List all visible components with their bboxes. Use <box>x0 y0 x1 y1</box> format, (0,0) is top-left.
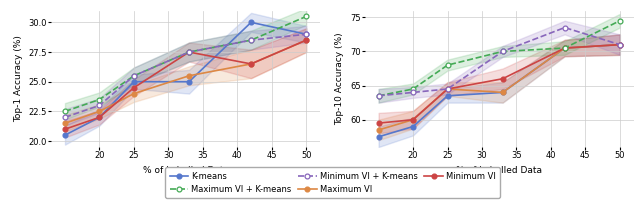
X-axis label: % of Labelled Data: % of Labelled Data <box>456 166 542 175</box>
Y-axis label: Top-1 Accuracy (%): Top-1 Accuracy (%) <box>14 35 23 122</box>
Y-axis label: Top-10 Accuracy (%): Top-10 Accuracy (%) <box>335 32 344 125</box>
Legend: K-means, Maximum VI + K-means, Minimum VI + K-means, Maximum VI, Minimum VI: K-means, Maximum VI + K-means, Minimum V… <box>166 167 500 198</box>
X-axis label: % of Labelled Data: % of Labelled Data <box>143 166 228 175</box>
